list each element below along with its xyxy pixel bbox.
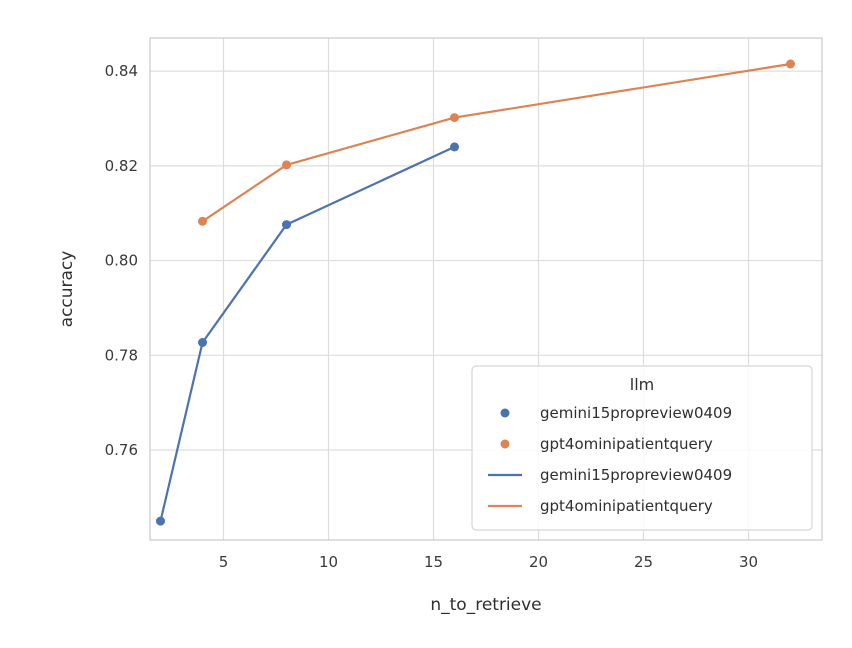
legend: llm gemini15propreview0409 gpt4ominipatie…	[471, 365, 813, 531]
data-point	[198, 338, 207, 347]
plot-frame	[149, 37, 823, 541]
data-point	[198, 216, 207, 226]
legend-box	[471, 365, 813, 531]
x-tick-labels: 5 10 15 20 25 30	[219, 553, 758, 571]
data-point	[450, 142, 459, 152]
y-tick-label: 0.82	[105, 157, 138, 175]
data-point	[156, 516, 165, 526]
x-tick-label: 15	[424, 553, 443, 571]
legend-entry-label: gemini15propreview0409	[540, 404, 732, 422]
legend-entry-label: gpt4ominipatientquery	[540, 435, 713, 453]
legend-marker	[500, 408, 510, 418]
y-tick-label: 0.78	[105, 346, 138, 364]
data-point	[786, 59, 795, 69]
x-axis-label: n_to_retrieve	[430, 595, 541, 615]
y-tick-labels: 0.76 0.78 0.80 0.82 0.84	[105, 62, 138, 459]
y-tick-label: 0.76	[105, 441, 138, 459]
legend-marker	[500, 439, 510, 449]
x-tick-label: 10	[319, 553, 338, 571]
x-tick-label: 30	[739, 553, 758, 571]
legend-entry-label: gemini15propreview0409	[540, 466, 732, 484]
y-tick-label: 0.84	[105, 62, 138, 80]
y-tick-label: 0.80	[105, 252, 138, 270]
data-point	[450, 113, 459, 123]
series-line	[201, 62, 791, 223]
data-point	[282, 220, 291, 230]
series-layer	[156, 59, 795, 526]
x-tick-label: 5	[219, 553, 229, 571]
series-gpt4ominipatientquery	[198, 59, 795, 226]
series-gemini15propreview0409	[156, 142, 459, 526]
series-line	[159, 145, 455, 522]
legend-items: gemini15propreview0409 gpt4ominipatientqu…	[488, 404, 732, 515]
legend-title: llm	[630, 375, 654, 394]
y-axis-label: accuracy	[57, 251, 77, 328]
x-tick-label: 25	[634, 553, 653, 571]
data-point	[282, 160, 291, 170]
x-tick-label: 20	[529, 553, 548, 571]
legend-entry-label: gpt4ominipatientquery	[540, 497, 713, 515]
